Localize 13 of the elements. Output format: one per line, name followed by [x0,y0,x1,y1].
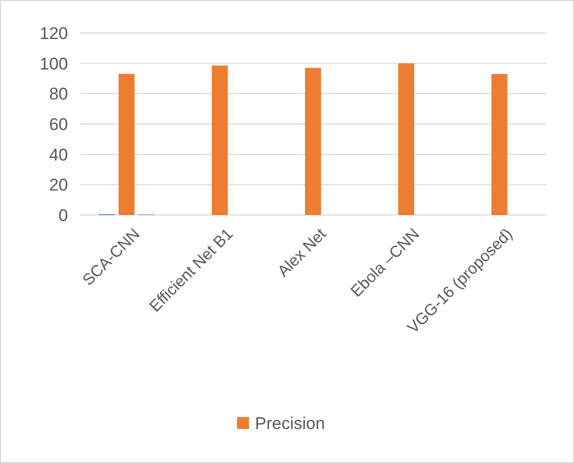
y-tick-label: 0 [58,206,68,225]
bar [118,74,135,215]
y-tick-label: 120 [40,24,68,43]
y-tick-label: 60 [49,114,68,134]
y-tick-label: 20 [49,176,68,195]
y-tick-label: 80 [49,84,68,104]
y-tick-label: 100 [40,54,68,74]
legend-label: Precision [255,414,325,433]
bar [305,68,321,215]
bar [212,66,228,215]
bar [491,74,508,215]
bar [398,63,414,215]
y-tick-label: 40 [49,145,68,164]
